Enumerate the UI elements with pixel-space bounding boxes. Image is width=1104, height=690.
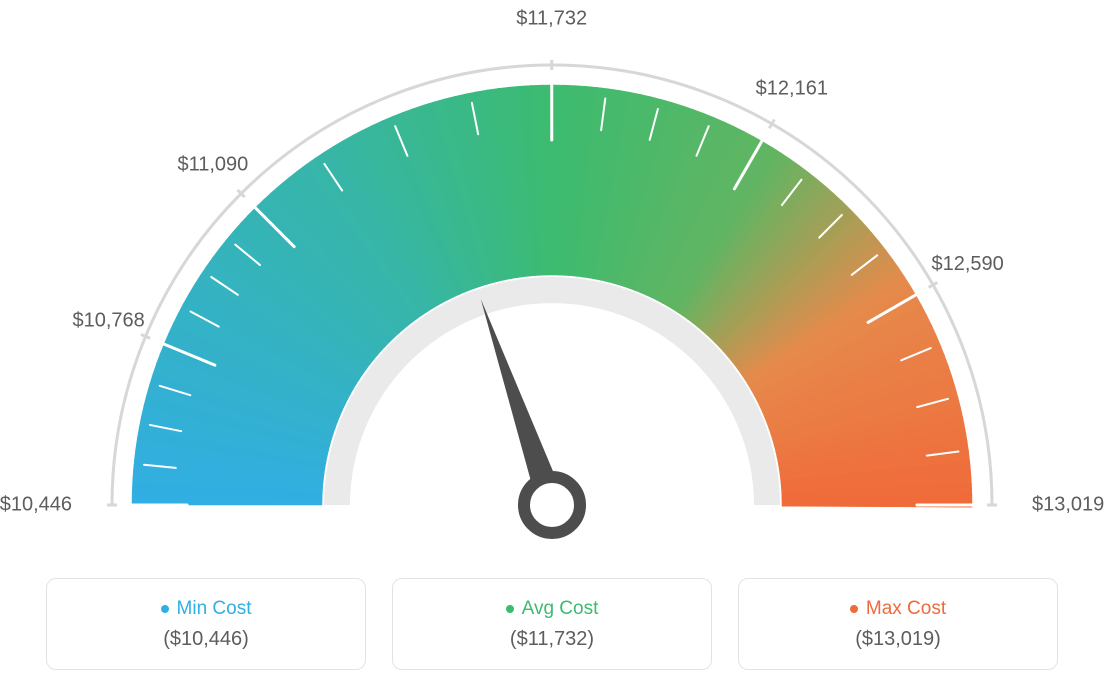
gauge-svg: $10,446 $10,768 $11,090 $11,732 $12,161 $12,5… — [0, 0, 1104, 560]
svg-text:$12,161: $12,161 — [756, 77, 828, 99]
card-title-row: Avg Cost — [506, 598, 599, 620]
svg-text:$11,732: $11,732 — [516, 7, 587, 29]
svg-text:$10,768: $10,768 — [72, 309, 144, 331]
bullet-icon — [161, 605, 169, 613]
card-title-row: Max Cost — [850, 598, 946, 620]
card-value: ($11,732) — [510, 628, 594, 651]
bullet-icon — [506, 605, 514, 613]
avg-cost-card: Avg Cost ($11,732) — [392, 578, 712, 670]
card-title: Avg Cost — [522, 598, 599, 620]
legend-cards: Min Cost ($10,446) Avg Cost ($11,732) Ma… — [0, 578, 1104, 670]
gauge-chart: $10,446 $10,768 $11,090 $11,732 $12,161 $12,5… — [0, 0, 1104, 560]
card-value: ($10,446) — [163, 628, 249, 651]
svg-text:$13,019: $13,019 — [1032, 493, 1104, 515]
max-cost-card: Max Cost ($13,019) — [738, 578, 1058, 670]
card-title: Min Cost — [177, 598, 252, 620]
card-title: Max Cost — [866, 598, 946, 620]
card-value: ($13,019) — [855, 628, 941, 651]
svg-text:$11,090: $11,090 — [177, 154, 248, 176]
svg-text:$12,590: $12,590 — [931, 253, 1003, 275]
min-cost-card: Min Cost ($10,446) — [46, 578, 366, 670]
svg-text:$10,446: $10,446 — [0, 493, 72, 515]
bullet-icon — [850, 605, 858, 613]
card-title-row: Min Cost — [161, 598, 252, 620]
